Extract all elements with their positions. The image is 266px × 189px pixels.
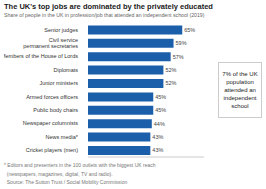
svg-text:Senior judges: Senior judges xyxy=(44,27,78,33)
svg-text:Diplomats: Diplomats xyxy=(54,67,79,73)
svg-text:Armed forces officers: Armed forces officers xyxy=(26,94,78,100)
html-text:Share of people in the UK in p: Share of people in the UK in profession/… xyxy=(4,12,205,18)
html-text:(newspapers, magazines, digita: (newspapers, magazines, digital, TV and … xyxy=(4,170,113,177)
svg-text:43%: 43% xyxy=(152,147,163,153)
svg-text:Newspaper columnists: Newspaper columnists xyxy=(23,120,79,126)
svg-text:65%: 65% xyxy=(184,27,195,33)
svg-text:52%: 52% xyxy=(165,80,176,86)
svg-text:59%: 59% xyxy=(176,40,187,46)
svg-text:News media*: News media* xyxy=(46,134,79,140)
svg-text:45%: 45% xyxy=(155,107,166,113)
svg-text:Members of the House of Lords: Members of the House of Lords xyxy=(8,53,78,59)
svg-text:57%: 57% xyxy=(173,54,184,60)
svg-text:43%: 43% xyxy=(152,134,163,140)
html-text:Source: The Sutton Trust / Soc: Source: The Sutton Trust / Social Mobili… xyxy=(4,179,128,185)
svg-text:45%: 45% xyxy=(155,94,166,100)
html-text:7% of the UK population attend: 7% of the UK population attended an inde… xyxy=(222,71,258,109)
svg-text:44%: 44% xyxy=(154,121,165,127)
svg-text:Junior ministers: Junior ministers xyxy=(39,80,78,86)
html-text:The UK's top jobs are dominate: The UK's top jobs are dominated by the p… xyxy=(4,2,213,11)
svg-text:Cricket players (men): Cricket players (men) xyxy=(26,147,78,153)
svg-text:Public body chairs: Public body chairs xyxy=(33,107,78,113)
svg-text:Civil servicepermanent secreta: Civil servicepermanent secretaries xyxy=(23,37,78,49)
html-text:* Editors and presenters in th: * Editors and presenters in the 100 outl… xyxy=(4,162,156,168)
svg-text:52%: 52% xyxy=(165,67,176,73)
